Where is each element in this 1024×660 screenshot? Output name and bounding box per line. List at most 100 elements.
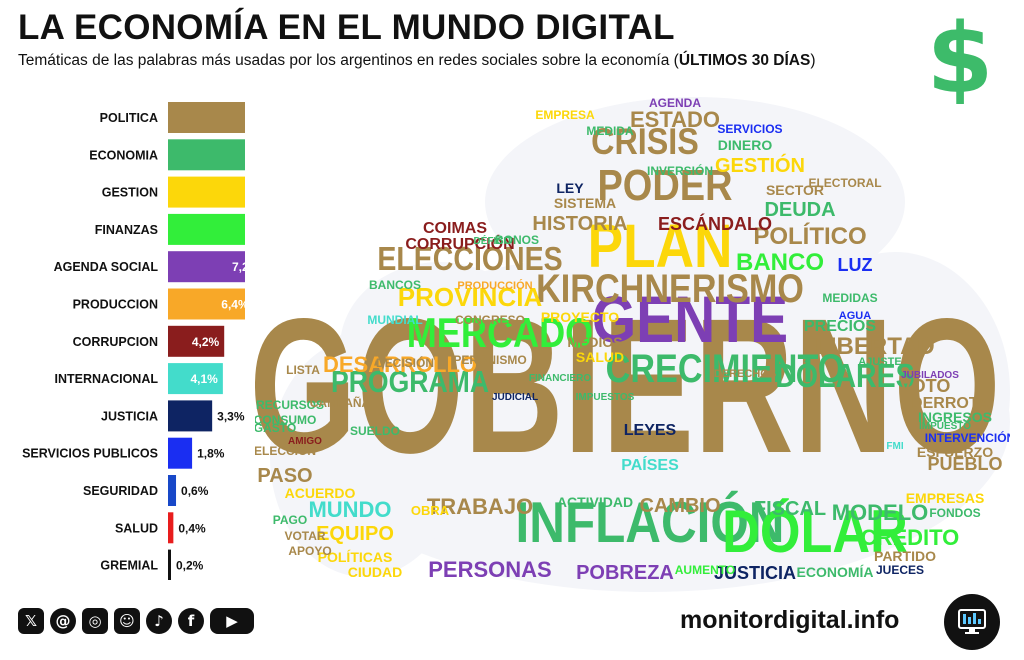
youtube-icon[interactable]: ▶ — [210, 608, 254, 634]
category-label: AGENDA SOCIAL — [54, 260, 159, 274]
cloud-word: CRECIMIENTO — [606, 347, 845, 391]
cloud-word: EMPRESAS — [906, 490, 985, 506]
cloud-word: PRODUCCIÓN — [457, 279, 532, 292]
cloud-word: GASTO — [255, 421, 296, 435]
cloud-word: VOTAR — [284, 529, 325, 543]
cloud-word: DERROTA — [911, 395, 989, 412]
category-label: FINANZAS — [95, 223, 158, 237]
bar — [168, 325, 225, 357]
subtitle-period: ÚLTIMOS 30 DÍAS — [678, 52, 811, 69]
threads-icon[interactable]: @ — [50, 608, 76, 634]
cloud-word: PODER — [597, 160, 732, 209]
bar — [168, 102, 245, 133]
cloud-word: INGRESOS — [918, 409, 992, 425]
cloud-word: MEDIOS — [567, 334, 622, 350]
category-label: SERVICIOS PUBLICOS — [22, 447, 158, 461]
subtitle-text: Temáticas de las palabras más usadas por… — [18, 52, 679, 69]
cloud-word: AMIGO — [288, 436, 322, 447]
bar — [168, 475, 177, 506]
cloud-word: AGUA — [839, 310, 871, 322]
category-label: GESTION — [102, 186, 158, 200]
social-links: 𝕏 @ ◎ ☺ ♪ f ▶ — [18, 608, 254, 634]
cloud-word: DEUDA — [764, 199, 835, 221]
page-subtitle: Temáticas de las palabras más usadas por… — [18, 52, 815, 70]
cloud-word: EMPRESA — [535, 108, 595, 122]
cloud-shape — [270, 97, 1010, 592]
monitor-icon — [944, 594, 1000, 650]
cloud-word: CAMPAÑA — [310, 395, 371, 410]
cloud-word: PRECIOS — [804, 318, 876, 335]
cloud-word: MUNDIAL — [367, 313, 422, 327]
bar — [168, 363, 223, 395]
svg-text:$: $ — [927, 12, 994, 104]
bar — [168, 549, 171, 580]
cloud-word: PLAN — [588, 212, 733, 280]
cloud-word: POLÍTICO — [753, 222, 866, 250]
bar — [168, 176, 245, 208]
cloud-word: VOTO — [900, 376, 951, 396]
cloud-word: DECISIÓN — [376, 355, 434, 370]
value-label: 4,1% — [191, 372, 219, 386]
value-label: 1,8% — [197, 447, 225, 461]
cloud-word: ESTADO — [630, 107, 720, 132]
cloud-word: ELECTORAL — [808, 176, 881, 190]
bar — [168, 512, 174, 544]
cloud-word: IMPUESTOS — [576, 392, 635, 403]
cloud-word: CRÉDITO — [861, 525, 960, 550]
cloud-word: MERCADO — [407, 311, 593, 357]
cloud-word: ELECCIÓN — [255, 443, 316, 458]
cloud-word: CRISIS — [591, 121, 699, 163]
cloud-word: PASO — [257, 465, 312, 487]
cloud-word: DÓLARES — [775, 356, 914, 395]
cloud-word: PARTIDO — [874, 548, 936, 564]
category-label: POLITICA — [100, 111, 158, 125]
bar — [168, 288, 245, 320]
cloud-word: SERVICIOS — [717, 122, 782, 136]
site-name[interactable]: monitordigital.info — [680, 606, 900, 634]
cloud-word: FMI — [886, 441, 903, 452]
cloud-word: GENTE — [592, 283, 788, 357]
cloud-word: DÉFICIT — [474, 234, 513, 247]
value-label: 0,4% — [178, 521, 206, 535]
cloud-word: BANCOS — [369, 278, 421, 292]
reddit-icon[interactable]: ☺ — [114, 608, 140, 634]
cloud-word: PROYECTO — [541, 309, 619, 325]
cloud-word: FINANCIERO — [529, 373, 591, 384]
cloud-word: CORRUPCIÓN — [405, 234, 514, 253]
cloud-word: JUECES — [876, 563, 924, 577]
cloud-word: IMPUESTO — [919, 421, 971, 432]
instagram-icon[interactable]: ◎ — [82, 608, 108, 634]
cloud-word: LEY — [556, 180, 584, 196]
value-label: 3,3% — [217, 409, 245, 423]
cloud-word: FONDOS — [929, 506, 980, 520]
page-title: LA ECONOMÍA EN EL MUNDO DIGITAL — [18, 8, 675, 47]
facebook-icon[interactable]: f — [178, 608, 204, 634]
cloud-word: MEDIDA — [586, 124, 634, 138]
cloud-word: GESTIÓN — [715, 153, 805, 177]
bar — [168, 400, 213, 432]
cloud-word: MODELO — [832, 500, 929, 525]
cloud-word: PERSONAS — [428, 557, 551, 582]
value-label: 7,2% — [232, 260, 245, 274]
cloud-word: LIBERTAD — [815, 333, 935, 360]
category-label: ECONOMIA — [89, 148, 158, 162]
bar — [168, 437, 193, 469]
cloud-word: INFLACIÓN — [516, 491, 785, 555]
cloud-word: DÓLAR — [722, 497, 908, 564]
cloud-word: PROGRAMA — [331, 365, 489, 399]
x-icon[interactable]: 𝕏 — [18, 608, 44, 634]
cloud-word: MEDIDAS — [822, 291, 877, 305]
cloud-word: ACUERDO — [285, 485, 356, 501]
value-label: 6,4% — [221, 298, 245, 312]
cloud-word: KIRCHNERISMO — [536, 267, 804, 311]
cloud-word: INTERVENCIÓN — [925, 430, 1010, 445]
cloud-word: SISTEMA — [554, 195, 616, 211]
bar-chart: POLITICA27,5%ECONOMIA16,8%GESTION16,6%FI… — [22, 102, 245, 580]
cloud-word: PROVINCIA — [398, 282, 543, 312]
subtitle-end: ) — [810, 52, 816, 69]
cloud-word: DINERO — [718, 137, 773, 153]
tiktok-icon[interactable]: ♪ — [146, 608, 172, 634]
bar — [168, 139, 245, 171]
cloud-word: ECONOMÍA — [797, 564, 874, 580]
